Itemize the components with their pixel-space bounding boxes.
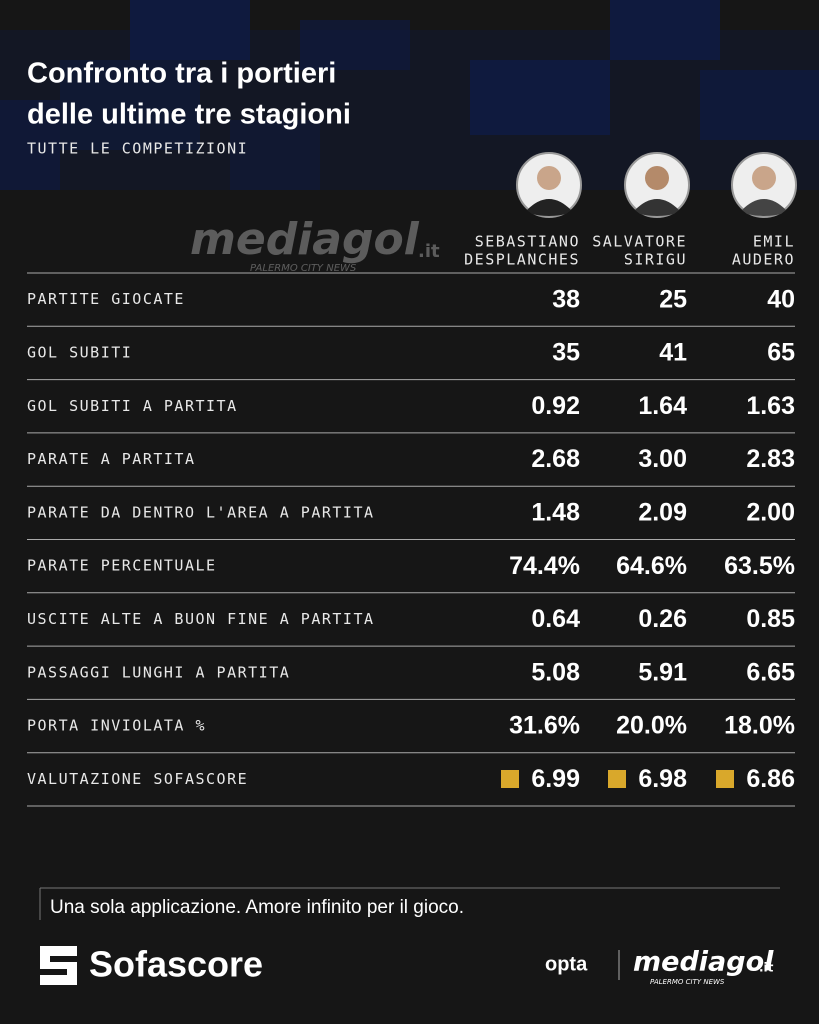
- player-name: EMIL: [753, 233, 795, 251]
- row-label: GOL SUBITI: [27, 343, 132, 361]
- title-line: Confronto tra i portieri: [27, 58, 336, 90]
- row-label: PARATE DA DENTRO L'AREA A PARTITA: [27, 503, 375, 521]
- stat-value: 3.00: [638, 445, 687, 473]
- partner-note: PALERMO CITY NEWS: [650, 978, 725, 986]
- stat-value: 31.6%: [509, 712, 580, 740]
- stat-value: 0.64: [531, 605, 580, 633]
- sofascore-icon: [40, 946, 77, 985]
- player-name: SALVATORE: [592, 233, 687, 251]
- stat-value: 5.08: [531, 658, 580, 686]
- stat-value: 6.99: [531, 765, 580, 793]
- rating-icons: [501, 770, 734, 788]
- partner-mediagol: mediagol: [633, 947, 774, 978]
- watermark-note: PALERMO CITY NEWS: [250, 263, 357, 274]
- stat-value: 2.09: [638, 498, 687, 526]
- stat-value: 65: [767, 339, 795, 367]
- player-name: AUDERO: [732, 251, 795, 269]
- stat-value: 25: [659, 285, 687, 313]
- stat-value: 5.91: [638, 658, 687, 686]
- watermark-logo: mediagol: [190, 214, 420, 265]
- player-photos: [516, 152, 797, 218]
- row-label: GOL SUBITI A PARTITA: [27, 397, 238, 415]
- stat-value: 38: [552, 285, 580, 313]
- row-label: PARATE A PARTITA: [27, 450, 196, 468]
- stat-value: 6.86: [746, 765, 795, 793]
- row-label: PARATE PERCENTUALE: [27, 557, 217, 575]
- brand: Sofascore: [89, 944, 263, 985]
- stat-value: 64.6%: [616, 552, 687, 580]
- row-label: VALUTAZIONE SOFASCORE: [27, 770, 248, 788]
- player-name: DESPLANCHES: [464, 251, 580, 269]
- watermark-logo-suffix: .it: [418, 241, 440, 262]
- partner-opta: opta: [545, 953, 588, 975]
- header-pattern: [0, 0, 819, 190]
- row-label: PARTITE GIOCATE: [27, 290, 185, 308]
- stat-value: 41: [659, 339, 687, 367]
- stat-value: 63.5%: [724, 552, 795, 580]
- stat-value: 18.0%: [724, 712, 795, 740]
- watermark: mediagol .it PALERMO CITY NEWS: [190, 214, 440, 274]
- subtitle: TUTTE LE COMPETIZIONI: [27, 140, 248, 158]
- player-name: SEBASTIANO: [475, 233, 580, 251]
- stat-value: 6.98: [638, 765, 687, 793]
- row-label: PORTA INVIOLATA %: [27, 717, 206, 735]
- stat-value: 2.83: [746, 445, 795, 473]
- stat-value: 2.68: [531, 445, 580, 473]
- tagline: Una sola applicazione. Amore infinito pe…: [50, 897, 464, 918]
- partner-suffix: .it: [759, 961, 774, 975]
- player-name: SIRIGU: [624, 251, 687, 269]
- stat-value: 2.00: [746, 498, 795, 526]
- stat-value: 35: [552, 339, 580, 367]
- stat-value: 40: [767, 285, 795, 313]
- stat-value: 0.26: [638, 605, 687, 633]
- row-label: USCITE ALTE A BUON FINE A PARTITA: [27, 610, 375, 628]
- stat-value: 1.63: [746, 392, 795, 420]
- stat-value: 6.65: [746, 658, 795, 686]
- title-line: delle ultime tre stagioni: [27, 99, 351, 131]
- stat-value: 1.48: [531, 498, 580, 526]
- stat-value: 0.92: [531, 392, 580, 420]
- stat-value: 1.64: [638, 392, 687, 420]
- stat-value: 0.85: [746, 605, 795, 633]
- row-label: PASSAGGI LUNGHI A PARTITA: [27, 663, 290, 681]
- stat-value: 20.0%: [616, 712, 687, 740]
- stat-value: 74.4%: [509, 552, 580, 580]
